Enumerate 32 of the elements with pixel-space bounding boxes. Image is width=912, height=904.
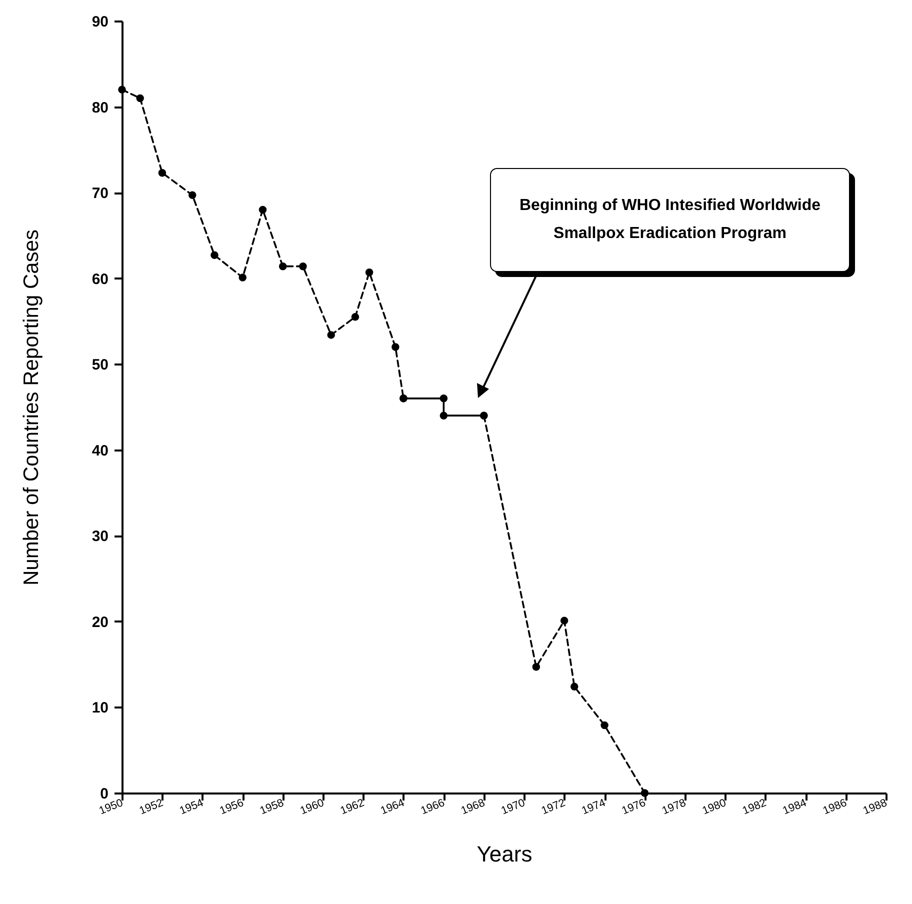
x-tick-label: 1982: [740, 796, 768, 818]
x-tick-label: 1952: [138, 796, 165, 818]
x-axis-title: Years: [476, 841, 532, 866]
x-tick-label: 1974: [580, 796, 608, 818]
y-tick-label: 70: [92, 185, 108, 202]
y-tick-label: 60: [92, 270, 108, 288]
y-tick-label: 50: [92, 356, 108, 374]
x-tick-label: 1980: [700, 796, 728, 818]
y-tick-label: 80: [92, 99, 108, 116]
x-tick-label: 1966: [419, 796, 446, 818]
y-tick-label: 40: [92, 442, 108, 460]
y-tick-label: 90: [92, 14, 108, 30]
x-tick-label: 1972: [540, 796, 568, 818]
x-tick-label: 1958: [258, 796, 286, 818]
x-tick-label: 1970: [500, 796, 527, 818]
x-tick-label: 1964: [379, 796, 406, 818]
x-tick-label: 1962: [338, 796, 366, 818]
x-tick-label: 1986: [821, 796, 849, 818]
x-tick-label: 1968: [459, 796, 487, 818]
y-tick-label: 30: [92, 528, 108, 546]
annotation: Beginning of WHO Intesified Worldwide Smallpox Eradication Program: [518, 196, 822, 244]
x-tick-label: 1960: [298, 796, 326, 818]
x-tick-label: 1988: [862, 796, 889, 818]
x-tick-label: 1978: [660, 796, 688, 818]
y-tick-label: 10: [92, 700, 108, 717]
y-tick-label: 0: [100, 786, 108, 802]
y-tick-label: 20: [92, 614, 108, 631]
x-tick-label: 1956: [218, 796, 246, 818]
x-tick-label: 1954: [178, 796, 206, 818]
x-tick-label: 1984: [781, 796, 808, 818]
y-axis-title: Number of Countries Reporting Cases: [20, 230, 43, 586]
x-tick-label: 1976: [620, 796, 648, 818]
